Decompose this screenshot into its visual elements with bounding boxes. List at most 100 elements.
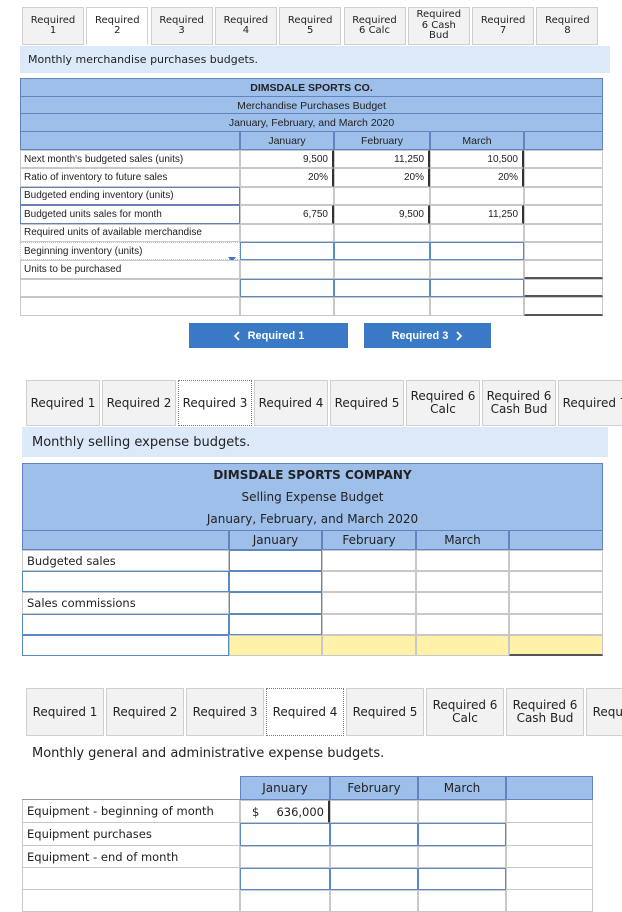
tab[interactable]: Required 4: [266, 688, 344, 736]
tab[interactable]: Required 1: [26, 688, 104, 736]
value-cell: [418, 800, 506, 823]
value-cell: [416, 571, 509, 592]
row-label: Units to be purchased: [20, 260, 240, 279]
value-cell: [229, 635, 322, 656]
row-label: Budgeted units sales for month: [20, 205, 240, 224]
arrow-icon: [228, 257, 236, 262]
value-cell: [430, 223, 524, 242]
blank-cell: [524, 242, 603, 261]
input-cell[interactable]: [430, 242, 524, 261]
button-label: Required 1: [247, 329, 305, 342]
tab[interactable]: Required 8: [536, 7, 599, 45]
tab[interactable]: Required 7: [586, 688, 622, 736]
row-label: Equipment - end of month: [22, 846, 240, 868]
table-title: Merchandise Purchases Budget: [20, 96, 603, 114]
input-cell[interactable]: [229, 614, 322, 635]
value-cell: [240, 260, 334, 279]
tab[interactable]: Required 5: [279, 7, 342, 45]
row-label: [20, 278, 240, 298]
currency-symbol: $: [252, 804, 260, 819]
tab[interactable]: Required 6 Cash Bud: [506, 688, 584, 736]
tab[interactable]: Required 6 Cash Bud: [407, 7, 470, 45]
input-cell[interactable]: [229, 571, 322, 592]
tab[interactable]: Required 2: [102, 380, 176, 426]
row-label: Equipment - beginning of month: [22, 800, 240, 823]
heading-banner: Monthly merchandise purchases budgets.: [20, 46, 610, 73]
tab[interactable]: Required 4: [214, 7, 277, 45]
input-cell[interactable]: [229, 592, 322, 614]
tab[interactable]: Required 6 Cash Bud: [482, 380, 556, 426]
value-cell: [334, 260, 430, 279]
row-label[interactable]: [22, 635, 229, 656]
tab[interactable]: Required 1: [26, 380, 100, 426]
input-cell[interactable]: [418, 868, 506, 890]
tab[interactable]: Required 5: [346, 688, 424, 736]
row-label: Beginning inventory (units): [20, 242, 240, 261]
tab[interactable]: Required 6 Calc: [426, 688, 504, 736]
blank-cell: [509, 614, 603, 635]
nav-button[interactable]: Required 1: [189, 323, 348, 348]
row-label: Sales commissions: [22, 592, 229, 614]
value-cell: [322, 614, 416, 635]
column-header: February: [322, 530, 416, 550]
row-label[interactable]: [22, 614, 229, 635]
tab[interactable]: Required 7: [558, 380, 622, 426]
value-cell: 20%: [430, 168, 524, 187]
input-cell[interactable]: [334, 242, 430, 261]
blank-cell: [509, 592, 603, 614]
tab[interactable]: Required 6 Calc: [343, 7, 406, 45]
tab[interactable]: Required 1: [22, 7, 84, 45]
input-cell[interactable]: [418, 823, 506, 846]
tab[interactable]: Required 6 Calc: [406, 380, 480, 426]
blank-cell: [524, 205, 603, 224]
input-cell[interactable]: [240, 278, 334, 298]
nav-button[interactable]: Required 3: [364, 323, 491, 348]
tab[interactable]: Required 7: [472, 7, 535, 45]
value-cell: [330, 890, 418, 912]
input-cell[interactable]: [229, 550, 322, 571]
blank-cell: [524, 168, 603, 187]
value-cell: [430, 186, 524, 206]
value-cell: 636,000: [240, 800, 330, 823]
blank-cell: [524, 186, 603, 206]
tab[interactable]: Required 3: [178, 380, 252, 426]
value-cell: [430, 297, 524, 316]
tab[interactable]: Required 3: [150, 7, 213, 45]
value-cell: [240, 186, 334, 206]
value-cell: [240, 297, 334, 316]
tab[interactable]: Required 2: [86, 7, 149, 45]
table-title: January, February, and March 2020: [22, 507, 603, 530]
input-cell[interactable]: [330, 823, 418, 846]
value-cell: [416, 614, 509, 635]
row-label: Ratio of inventory to future sales: [20, 168, 240, 187]
table-title: DIMSDALE SPORTS COMPANY: [22, 463, 603, 486]
blank-cell: [524, 260, 603, 279]
column-header: February: [334, 131, 430, 150]
input-cell[interactable]: [240, 823, 330, 846]
tab[interactable]: Required 4: [254, 380, 328, 426]
header-cell: [509, 530, 603, 550]
blank-cell: [509, 571, 603, 592]
row-label[interactable]: [22, 571, 229, 592]
input-cell[interactable]: [240, 868, 330, 890]
column-header: January: [229, 530, 322, 550]
input-cell[interactable]: [334, 278, 430, 298]
tab[interactable]: Required 2: [106, 688, 184, 736]
value-cell: [416, 592, 509, 614]
input-cell[interactable]: [240, 242, 334, 261]
dropdown-arrow[interactable]: [228, 248, 236, 262]
value-cell: [240, 223, 334, 242]
value-cell: [322, 635, 416, 656]
column-header: January: [240, 776, 330, 800]
row-label: [22, 890, 240, 912]
input-cell[interactable]: [330, 868, 418, 890]
tab[interactable]: Required 3: [186, 688, 264, 736]
row-label: [22, 868, 240, 890]
blank-cell: [524, 150, 603, 169]
value-cell: [334, 186, 430, 206]
tab[interactable]: Required 5: [330, 380, 404, 426]
blank-cell: [506, 846, 593, 868]
input-cell[interactable]: [430, 278, 524, 298]
blank-cell: [524, 278, 603, 298]
